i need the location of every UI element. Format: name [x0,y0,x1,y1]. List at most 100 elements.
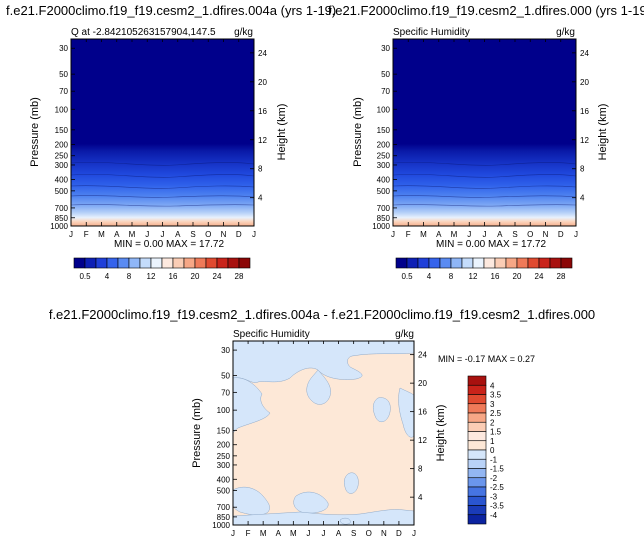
colorbar-label: 3 [490,400,495,409]
y-axis-label: Pressure (mb) [352,97,364,167]
chart-units: g/kg [395,329,414,340]
colorbar-swatch [467,412,487,423]
colorbar-label: 8 [127,272,132,281]
colorbar-swatch [467,431,487,442]
colorbar-swatch [238,257,251,269]
x-tick-label: J [161,230,165,239]
colorbar-label: 1 [490,437,495,446]
colorbar-swatch [428,257,441,269]
chart-title: f.e21.F2000climo.f19_f19.cesm2_1.dfires.… [49,307,595,322]
x-tick-label: A [114,230,120,239]
x-tick-label: S [512,230,517,239]
x-tick-label: D [236,230,242,239]
y-tick-label-right: 12 [580,136,589,145]
y-axis-label: Pressure (mb) [29,97,41,167]
colorbar-label: -1.5 [490,465,504,474]
y-tick-label: 70 [221,388,230,397]
stats-text: MIN = 0.00 MAX = 17.72 [114,239,224,250]
colorbar-swatch [216,257,229,269]
colorbar-label: 20 [191,272,200,281]
y-tick-label: 200 [55,140,69,149]
y-tick-label: 700 [377,204,391,213]
colorbar-label: -3 [490,492,498,501]
chart-subtitle: Q at -2.842105263157904,147.5 [71,27,216,38]
y-tick-label-right: 8 [418,465,423,474]
x-tick-label: M [98,230,105,239]
y-tick-label: 50 [221,372,230,381]
colorbar-label: 2.5 [490,409,502,418]
colorbar-label: 20 [513,272,522,281]
y-tick-label: 1000 [212,521,230,530]
y-axis-right: 24 20 16 12 8 4 [410,351,427,502]
y-tick-label-right: 20 [580,78,589,87]
colorbar-swatch [172,257,185,269]
y-axis-label-right: Height (km) [597,104,609,161]
chart-subtitle: Specific Humidity [393,27,470,38]
heatmap-fill [393,39,576,226]
chart-subtitle: Specific Humidity [233,329,310,340]
colorbar-swatch [128,257,141,269]
chart-units: g/kg [234,27,253,38]
x-tick-label: A [175,230,181,239]
x-tick-label: M [451,230,458,239]
x-tick-label: J [467,230,471,239]
plot-area [70,38,255,227]
y-tick-label: 200 [217,441,231,450]
y-tick-label: 100 [217,406,231,415]
y-tick-label: 500 [55,187,69,196]
colorbar-swatch [106,257,119,269]
x-tick-label: J [252,230,256,239]
y-tick-label-right: 4 [258,194,263,203]
colorbar-swatch [139,257,152,269]
y-axis-label: Pressure (mb) [191,398,203,468]
colorbar-swatch [467,440,487,451]
colorbar-swatch [73,257,86,269]
colorbar-swatch [467,495,487,506]
colorbar-swatch [467,403,487,414]
y-tick-label: 300 [55,161,69,170]
colorbar-swatch [417,257,430,269]
colorbar-swatch [439,257,452,269]
negative-region [344,472,359,494]
y-tick-label-right: 16 [258,107,267,116]
colorbar-vertical: 43.532.521.510-1-1.5-2-2.5-3-3.5-4 [467,375,504,525]
y-tick-label-right: 8 [258,165,263,174]
y-tick-label-right: 20 [418,379,427,388]
colorbar-swatch [467,486,487,497]
y-tick-label: 850 [55,214,69,223]
x-tick-label: M [290,529,297,538]
x-tick-label: J [306,529,310,538]
x-tick-label: A [497,230,503,239]
colorbar-swatch [406,257,419,269]
colorbar-label: 4 [427,272,432,281]
y-tick-label: 400 [55,176,69,185]
colorbar-swatch [538,257,551,269]
y-tick-label: 200 [377,140,391,149]
negative-region [339,517,351,525]
x-tick-label: N [543,230,549,239]
y-tick-label-right: 24 [580,49,589,58]
colorbar-swatch [516,257,529,269]
x-tick-label: J [322,529,326,538]
colorbar-label: 16 [169,272,178,281]
contour-lines [392,161,577,207]
y-tick-label: 150 [55,126,69,135]
y-tick-label: 100 [55,105,69,114]
y-tick-label: 500 [377,187,391,196]
colorbar-swatch [161,257,174,269]
colorbar-swatch [467,458,487,469]
x-tick-label: J [231,529,235,538]
y-tick-label-right: 4 [418,493,423,502]
x-tick-label: A [436,230,442,239]
y-tick-label: 850 [217,513,231,522]
colorbar-swatch [467,468,487,479]
y-tick-label: 50 [59,70,68,79]
colorbar-swatch [95,257,108,269]
colorbar-label: 24 [213,272,222,281]
colorbar-label: -2.5 [490,483,504,492]
y-tick-label: 250 [55,152,69,161]
x-tick-label: S [351,529,356,538]
